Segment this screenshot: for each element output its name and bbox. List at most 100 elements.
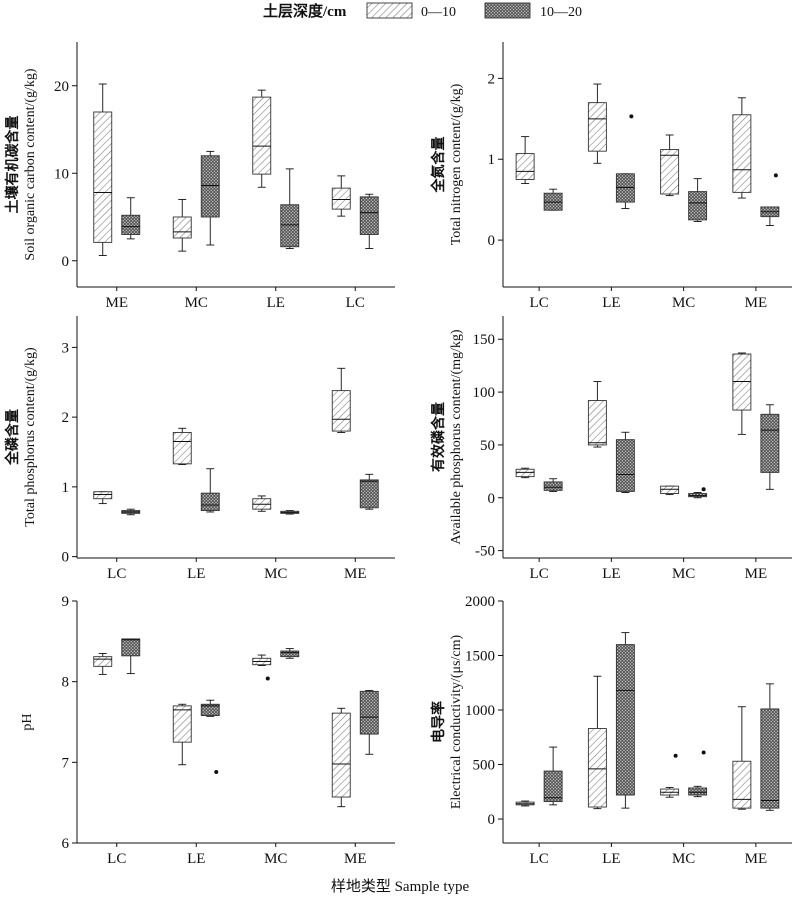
outlier-point bbox=[701, 487, 706, 492]
y-tick-label: 50 bbox=[480, 438, 495, 454]
box-10-20 bbox=[543, 478, 563, 492]
box-10-20 bbox=[760, 683, 780, 811]
y-tick-label: 0 bbox=[62, 254, 70, 270]
x-tick-label: MC bbox=[185, 295, 208, 311]
box-0-10 bbox=[93, 652, 113, 675]
y-tick-label: 6 bbox=[62, 836, 70, 852]
box-body bbox=[200, 703, 220, 716]
y-tick-label: 2 bbox=[488, 71, 496, 87]
panel-1: 0 10 20 土壤有机碳含量 Soil organic carbon content/… bbox=[4, 42, 395, 311]
box-body bbox=[732, 114, 752, 193]
y-tick-label: 9 bbox=[62, 594, 70, 610]
y-tick-label: 1 bbox=[62, 480, 70, 496]
box-body bbox=[515, 153, 535, 180]
box-0-10 bbox=[331, 707, 351, 808]
y-axis-label-cn: 全磷含量 bbox=[4, 409, 21, 466]
outlier-point bbox=[629, 114, 634, 119]
y-axis-label: pH bbox=[20, 713, 35, 730]
x-tick-label: ME bbox=[344, 566, 367, 582]
y-tick-label: -50 bbox=[475, 544, 495, 560]
x-tick-label: MC bbox=[672, 851, 695, 867]
legend-swatch-10-20 bbox=[484, 2, 531, 19]
box-body bbox=[732, 353, 752, 411]
y-axis-label-cn: 全氮含量 bbox=[430, 137, 447, 194]
y-tick-label: 500 bbox=[473, 758, 496, 774]
box-0-10 bbox=[660, 134, 680, 197]
box-10-20 bbox=[121, 638, 141, 675]
y-axis-label-en: Electrical conductivity/(μs/cm) bbox=[449, 635, 464, 810]
x-tick-label: MC bbox=[672, 566, 695, 582]
box-0-10 bbox=[252, 89, 272, 188]
box-0-10 bbox=[587, 675, 607, 810]
box-body bbox=[331, 712, 351, 798]
x-axis-title: 样地类型 Sample type bbox=[331, 878, 470, 895]
y-tick-label: 0 bbox=[62, 550, 70, 566]
x-tick-label: LE bbox=[602, 566, 620, 582]
legend-swatch-0-10 bbox=[366, 2, 413, 19]
box-body bbox=[732, 760, 752, 809]
box-body bbox=[688, 787, 708, 796]
box-0-10 bbox=[172, 427, 192, 465]
x-tick-label: LC bbox=[530, 851, 549, 867]
y-axis-label: 有效磷含量 Available phosphorus content/(mg/kg… bbox=[430, 329, 464, 544]
x-tick-label: LE bbox=[187, 566, 205, 582]
y-axis-label: 全氮含量 Total nitrogen content/(g/kg) bbox=[430, 83, 464, 245]
box-body bbox=[359, 196, 379, 235]
box-10-20 bbox=[359, 193, 379, 249]
box-0-10 bbox=[515, 136, 535, 184]
box-10-20 bbox=[359, 690, 379, 755]
box-0-10 bbox=[732, 97, 752, 199]
panel-5: 6 7 8 9 pH LC LE MC ME bbox=[20, 594, 395, 867]
x-tick-label: LC bbox=[530, 295, 549, 311]
box-0-10 bbox=[732, 706, 752, 810]
box-0-10 bbox=[331, 367, 351, 433]
box-body bbox=[615, 644, 635, 796]
outlier-point bbox=[773, 173, 778, 178]
y-tick-label: 10 bbox=[54, 166, 69, 182]
box-body bbox=[359, 690, 379, 735]
x-tick-label: ME bbox=[106, 295, 129, 311]
x-tick-label: MC bbox=[672, 295, 695, 311]
box-10-20 bbox=[543, 188, 563, 211]
box-body bbox=[280, 204, 300, 248]
box-body bbox=[172, 432, 192, 465]
box-body bbox=[93, 111, 113, 243]
y-axis-label-cn: 电导率 bbox=[430, 701, 447, 743]
box-body bbox=[121, 214, 141, 235]
box-10-20 bbox=[615, 632, 635, 809]
box-10-20 bbox=[688, 750, 708, 798]
box-0-10 bbox=[93, 491, 113, 505]
legend-label-0-10: 0—10 bbox=[421, 5, 456, 20]
x-tick-label: LE bbox=[602, 295, 620, 311]
box-10-20 bbox=[121, 197, 141, 240]
y-tick-label: 8 bbox=[62, 675, 70, 691]
box-body bbox=[121, 638, 141, 657]
y-tick-label: 1 bbox=[488, 152, 496, 168]
box-0-10 bbox=[587, 83, 607, 164]
y-tick-label: 1500 bbox=[465, 649, 495, 665]
x-tick-label: MC bbox=[264, 566, 287, 582]
box-body bbox=[543, 481, 563, 491]
box-0-10 bbox=[172, 199, 192, 252]
y-axis-label-en: Soil organic carbon content/(g/kg) bbox=[23, 68, 38, 261]
x-tick-label: LC bbox=[107, 851, 126, 867]
y-axis-label-cn: 有效磷含量 bbox=[430, 402, 447, 472]
box-body bbox=[359, 479, 379, 509]
box-body bbox=[587, 728, 607, 808]
box-0-10 bbox=[660, 485, 680, 496]
box-10-20 bbox=[688, 487, 708, 499]
panel-2: 0 1 2 全氮含量 Total nitrogen content/(g/kg) LC LE… bbox=[430, 42, 792, 311]
panel-6: 0 500 1000 1500 2000 电导率 Electrical conductivi… bbox=[430, 594, 792, 867]
y-axis-label-en: Total phosphorus content/(g/kg) bbox=[23, 347, 38, 527]
box-body bbox=[280, 650, 300, 658]
outlier-point bbox=[214, 770, 219, 775]
y-tick-label: 20 bbox=[54, 79, 69, 95]
box-body bbox=[252, 96, 272, 175]
y-axis-label-en: Available phosphorus content/(mg/kg) bbox=[449, 329, 464, 544]
box-body bbox=[688, 191, 708, 221]
legend: 土层深度/cm 0—10 10—20 bbox=[263, 2, 582, 20]
box-body bbox=[660, 485, 680, 494]
box-0-10 bbox=[93, 83, 113, 256]
y-tick-label: 0 bbox=[488, 233, 496, 249]
